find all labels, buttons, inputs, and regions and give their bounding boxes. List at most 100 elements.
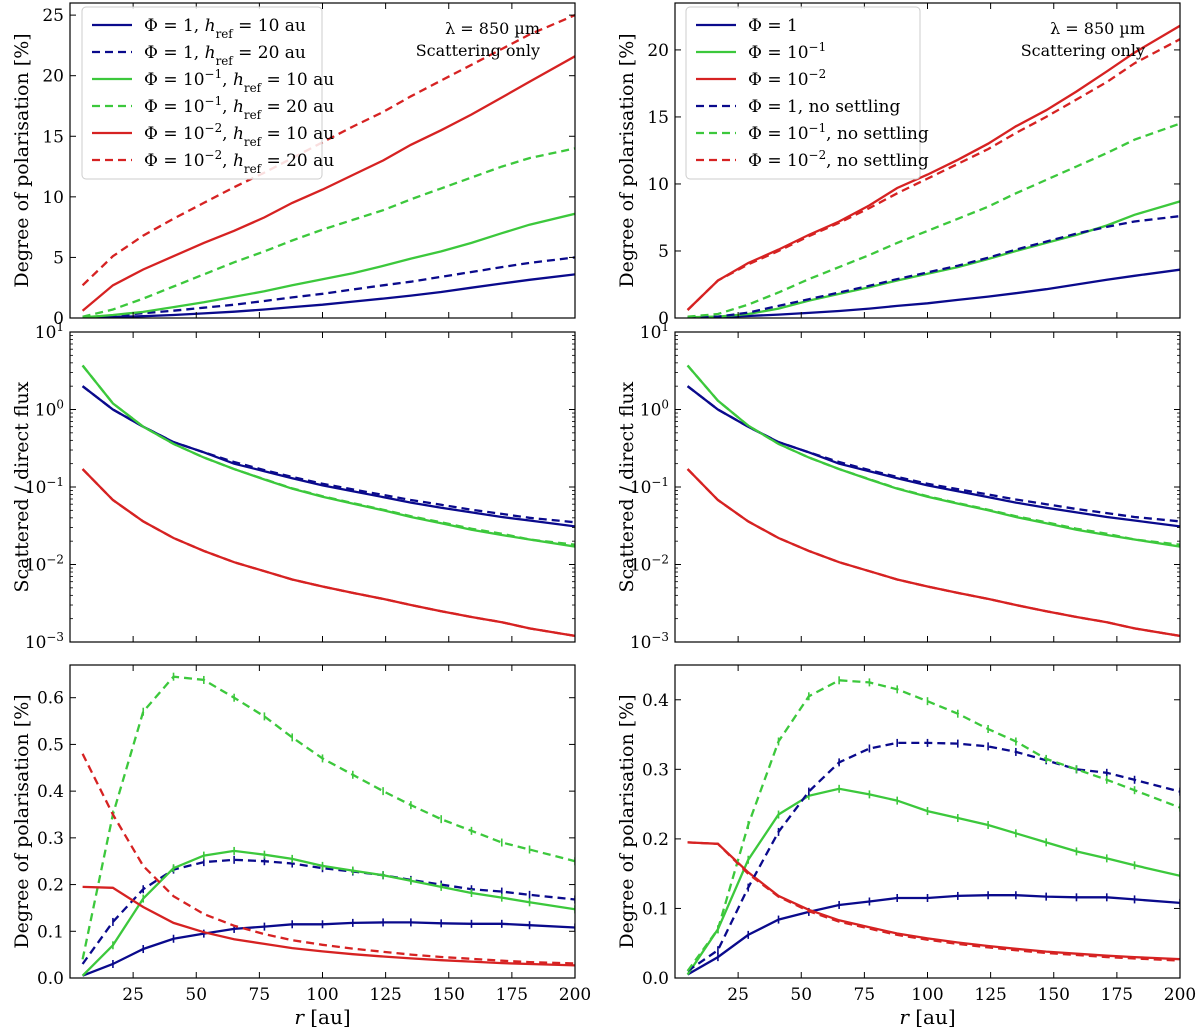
- annotation-scattering: Scattering only: [416, 41, 540, 60]
- legend-label: Φ = 1, no settling: [748, 97, 900, 117]
- y-tick-label: 10−2: [25, 553, 64, 576]
- legend: Φ = 1, href = 10 auΦ = 1, href = 20 auΦ …: [81, 6, 334, 180]
- series-line: [81, 364, 575, 546]
- legend: Φ = 1 Φ = 10−1 Φ = 10−2 Φ = 1, no settling Φ…: [685, 6, 929, 180]
- y-tick-label: 0.5: [37, 735, 64, 755]
- legend-label: Φ = 10−1, href = 10 au: [144, 67, 334, 95]
- x-tick-label: 50: [185, 985, 207, 1005]
- x-tick-label: 75: [249, 985, 271, 1005]
- series-line: [82, 921, 575, 977]
- y-tick-label: 15: [647, 108, 669, 128]
- y-axis-label: Scattered / direct flux: [616, 381, 638, 592]
- annotation-scattering: Scattering only: [1021, 41, 1145, 60]
- y-tick-label: 100: [640, 398, 669, 421]
- y-tick-label: 10−1: [630, 475, 669, 498]
- y-tick-label: 0.0: [37, 969, 64, 989]
- x-tick-label: 75: [854, 985, 876, 1005]
- y-tick-label: 10: [647, 175, 669, 195]
- series-line: [686, 364, 1180, 546]
- y-tick-label: 0.3: [37, 829, 64, 849]
- y-tick-label: 101: [35, 320, 64, 343]
- y-tick-label: 0.3: [642, 760, 669, 780]
- plot-frame: [69, 331, 576, 643]
- series-line: [687, 841, 1180, 962]
- legend-label: Φ = 10−2, href = 10 au: [144, 121, 334, 149]
- y-tick-label: 5: [53, 248, 64, 268]
- y-tick-label: 10−2: [630, 553, 669, 576]
- legend-box: [81, 6, 323, 180]
- y-tick-label: 20: [647, 41, 669, 61]
- y-tick-label: 20: [42, 67, 64, 87]
- x-tick-label: 175: [1101, 985, 1133, 1005]
- panel-right-bot: 25 50 75 100 125 150 175 200 0.0 0.1 0.2 0.3 0.4Degr…: [616, 664, 1196, 1029]
- series-line: [686, 385, 1180, 528]
- y-tick-label: 5: [658, 242, 669, 262]
- series-line: [686, 38, 1180, 311]
- panel-left-top: 0 5 10 15 20 25 Degree of polarisation [%] Φ = …: [11, 2, 576, 329]
- y-tick-label: 10−1: [25, 475, 64, 498]
- x-axis-label: r [au]: [294, 1005, 350, 1029]
- x-tick-label: 25: [727, 985, 749, 1005]
- series-line: [81, 675, 575, 960]
- plot-frame: [69, 664, 576, 979]
- series-line: [686, 24, 1180, 311]
- series-line: [686, 468, 1180, 638]
- panel-left-mid: 10−3 10−2 10−1 100 101 Scattered / direct flu…: [11, 320, 576, 653]
- y-axis-label: Scattered / direct flux: [11, 381, 33, 592]
- y-tick-label: 10: [42, 188, 64, 208]
- legend-label: Φ = 1: [748, 16, 798, 36]
- series-line: [687, 122, 1180, 318]
- series-line: [686, 468, 1180, 638]
- x-tick-label: 200: [559, 985, 591, 1005]
- legend-label: Φ = 10−2, no settling: [748, 148, 929, 171]
- series-line: [686, 364, 1180, 548]
- series-line: [81, 468, 575, 638]
- legend-label: Φ = 1, href = 20 au: [144, 43, 306, 68]
- x-tick-label: 125: [974, 985, 1006, 1005]
- y-tick-label: 10−3: [25, 630, 64, 653]
- y-tick-label: 0.4: [37, 782, 64, 802]
- y-axis-label: Degree of polarisation [%]: [616, 33, 638, 287]
- legend-label: Φ = 1, href = 10 au: [144, 16, 306, 41]
- y-axis-label: Degree of polarisation [%]: [11, 33, 33, 287]
- series-line: [686, 385, 1180, 523]
- series-line: [687, 268, 1180, 318]
- panel-left-bot: 25 50 75 100 125 150 175 200 0.0 0.1 0.2 0.3 0.4 0.5 0…: [11, 664, 591, 1029]
- series-line: [81, 385, 575, 524]
- annotation-wavelength: λ = 850 µm: [445, 19, 540, 38]
- x-tick-label: 100: [911, 985, 943, 1005]
- annotation-wavelength: λ = 850 µm: [1050, 19, 1145, 38]
- series-line: [82, 212, 575, 318]
- x-tick-label: 175: [496, 985, 528, 1005]
- y-tick-label: 0.6: [37, 689, 64, 709]
- series-line: [687, 200, 1180, 318]
- legend-label: Φ = 10−1, href = 20 au: [144, 94, 334, 122]
- y-tick-label: 0.1: [642, 899, 669, 919]
- x-tick-label: 125: [369, 985, 401, 1005]
- series-line: [81, 858, 575, 965]
- y-tick-label: 0.4: [642, 691, 669, 711]
- legend-label: Φ = 10−2, href = 20 au: [144, 148, 334, 176]
- y-tick-label: 0.1: [37, 922, 64, 942]
- y-tick-label: 0: [53, 309, 64, 329]
- annotation-right: λ = 850 µm Scattering only: [1021, 19, 1145, 60]
- series-line: [81, 753, 575, 965]
- x-tick-label: 25: [122, 985, 144, 1005]
- series-line: [687, 214, 1180, 318]
- y-tick-label: 101: [640, 320, 669, 343]
- plot-frame: [674, 331, 1181, 643]
- y-tick-label: 0.2: [37, 876, 64, 896]
- y-tick-label: 25: [42, 6, 64, 26]
- panel-right-mid: 10−3 10−2 10−1 100 101 Scattered / direct flu…: [616, 320, 1181, 653]
- series-line: [82, 273, 575, 318]
- series-line: [81, 468, 575, 638]
- y-tick-label: 10−3: [630, 630, 669, 653]
- y-tick-label: 15: [42, 127, 64, 147]
- x-axis-label: r [au]: [899, 1005, 955, 1029]
- y-tick-label: 0.2: [642, 830, 669, 850]
- series-line: [687, 894, 1180, 976]
- legend-box: [685, 6, 921, 180]
- y-tick-label: 100: [35, 398, 64, 421]
